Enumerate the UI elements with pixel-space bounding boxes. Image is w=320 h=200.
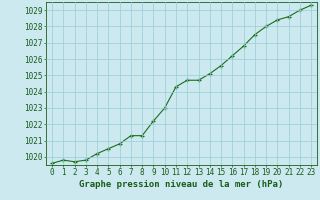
X-axis label: Graphe pression niveau de la mer (hPa): Graphe pression niveau de la mer (hPa): [79, 180, 284, 189]
